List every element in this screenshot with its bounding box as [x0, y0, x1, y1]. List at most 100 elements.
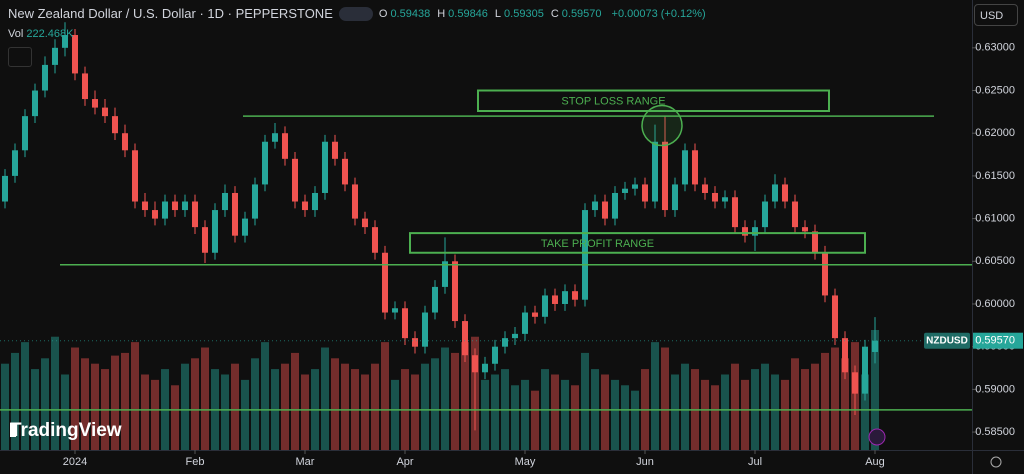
- x-tick-label: Mar: [296, 456, 315, 468]
- volume-bar: [121, 352, 129, 450]
- volume-bar: [141, 374, 149, 450]
- candle-body: [382, 252, 388, 313]
- x-tick-label: 2024: [63, 456, 87, 468]
- candle: [672, 177, 678, 217]
- candle-body: [202, 227, 208, 253]
- candle-body: [862, 346, 868, 394]
- volume-bar: [551, 374, 559, 450]
- volume-bar: [481, 379, 489, 450]
- candle: [732, 190, 738, 234]
- candle: [832, 288, 838, 345]
- candle-body: [502, 338, 508, 347]
- volume-bar: [61, 374, 69, 450]
- price-tag: [973, 332, 1023, 349]
- candle: [642, 177, 648, 209]
- candle: [552, 288, 558, 311]
- ohlc-value: 0.59305: [504, 7, 544, 20]
- candle-body: [222, 192, 228, 211]
- candle-body: [562, 291, 568, 304]
- y-tick-label: 0.61500: [975, 170, 1015, 182]
- candle-body: [152, 210, 158, 219]
- candle: [92, 90, 98, 115]
- candle-body: [552, 295, 558, 304]
- candle-body: [272, 133, 278, 142]
- candle: [472, 348, 478, 431]
- candle-body: [302, 201, 308, 211]
- ohlc-value: 0.59846: [448, 7, 488, 20]
- volume-key: Vol: [8, 28, 24, 40]
- candle: [262, 134, 268, 192]
- candle: [202, 220, 208, 263]
- candle-body: [242, 218, 248, 236]
- candle: [482, 356, 488, 380]
- title: New Zealand Dollar / U.S. Dollar · 1D · …: [8, 6, 333, 21]
- volume-bar: [131, 342, 139, 450]
- candle: [172, 194, 178, 217]
- y-tick-label: 0.63000: [975, 42, 1015, 54]
- candle-body: [332, 141, 338, 159]
- ohlc-value: 0.59438: [390, 7, 431, 20]
- y-tick-label: 0.58500: [975, 426, 1015, 438]
- volume-bar: [191, 358, 199, 450]
- candle: [432, 280, 438, 320]
- currency-button[interactable]: USD: [974, 4, 1018, 26]
- candle: [602, 194, 608, 226]
- candle-body: [762, 201, 768, 228]
- legend: New Zealand Dollar / U.S. Dollar · 1D · …: [8, 6, 706, 21]
- candle-body: [402, 308, 408, 339]
- volume-bar: [151, 379, 159, 450]
- candle-body: [842, 338, 848, 373]
- volume-bar: [681, 363, 689, 450]
- candle-body: [752, 227, 758, 236]
- candle-body: [82, 73, 88, 100]
- candle-body: [52, 47, 58, 65]
- candle: [152, 201, 158, 226]
- volume-bar: [171, 385, 179, 450]
- candle: [512, 327, 518, 345]
- y-tick-label: 0.62000: [975, 127, 1015, 139]
- volume-bar: [181, 363, 189, 450]
- candle: [242, 211, 248, 243]
- candle-body: [122, 133, 128, 151]
- candle: [632, 177, 638, 196]
- candle-body: [702, 184, 708, 193]
- candle: [592, 194, 598, 217]
- candle: [702, 177, 708, 200]
- candle: [142, 192, 148, 217]
- candle-body: [12, 150, 18, 176]
- collapse-button[interactable]: [8, 47, 32, 67]
- settings-icon: [990, 456, 1002, 468]
- volume-bar: [391, 379, 399, 450]
- volume-bar: [111, 355, 119, 450]
- volume-bar: [731, 363, 739, 450]
- volume-bar: [741, 379, 749, 450]
- candle-body: [572, 291, 578, 300]
- volume-bar: [831, 347, 839, 450]
- candle: [682, 143, 688, 192]
- buttons[interactable]: [338, 6, 373, 21]
- candle-body: [162, 201, 168, 219]
- candle-body: [692, 150, 698, 185]
- volume-bar: [871, 330, 879, 450]
- candle-body: [482, 363, 488, 373]
- volume-bar: [281, 363, 289, 450]
- volume-bar: [621, 385, 629, 450]
- candle: [822, 245, 828, 303]
- candle: [392, 301, 398, 320]
- x-tick-label: Feb: [186, 456, 205, 468]
- volume-bar: [361, 374, 369, 450]
- candle-body: [462, 321, 468, 356]
- candle: [192, 194, 198, 234]
- volume-bar: [321, 347, 329, 450]
- candle-body: [112, 116, 118, 134]
- volume-bar: [571, 385, 579, 450]
- candle: [462, 314, 468, 363]
- candle-body: [292, 158, 298, 202]
- candle: [212, 203, 218, 260]
- candle: [162, 194, 168, 226]
- logo-icon: [10, 423, 16, 437]
- candle: [562, 284, 568, 311]
- y-tick-label: 0.59000: [975, 383, 1015, 395]
- candle-body: [542, 295, 548, 317]
- x-tick-label: Apr: [396, 456, 413, 468]
